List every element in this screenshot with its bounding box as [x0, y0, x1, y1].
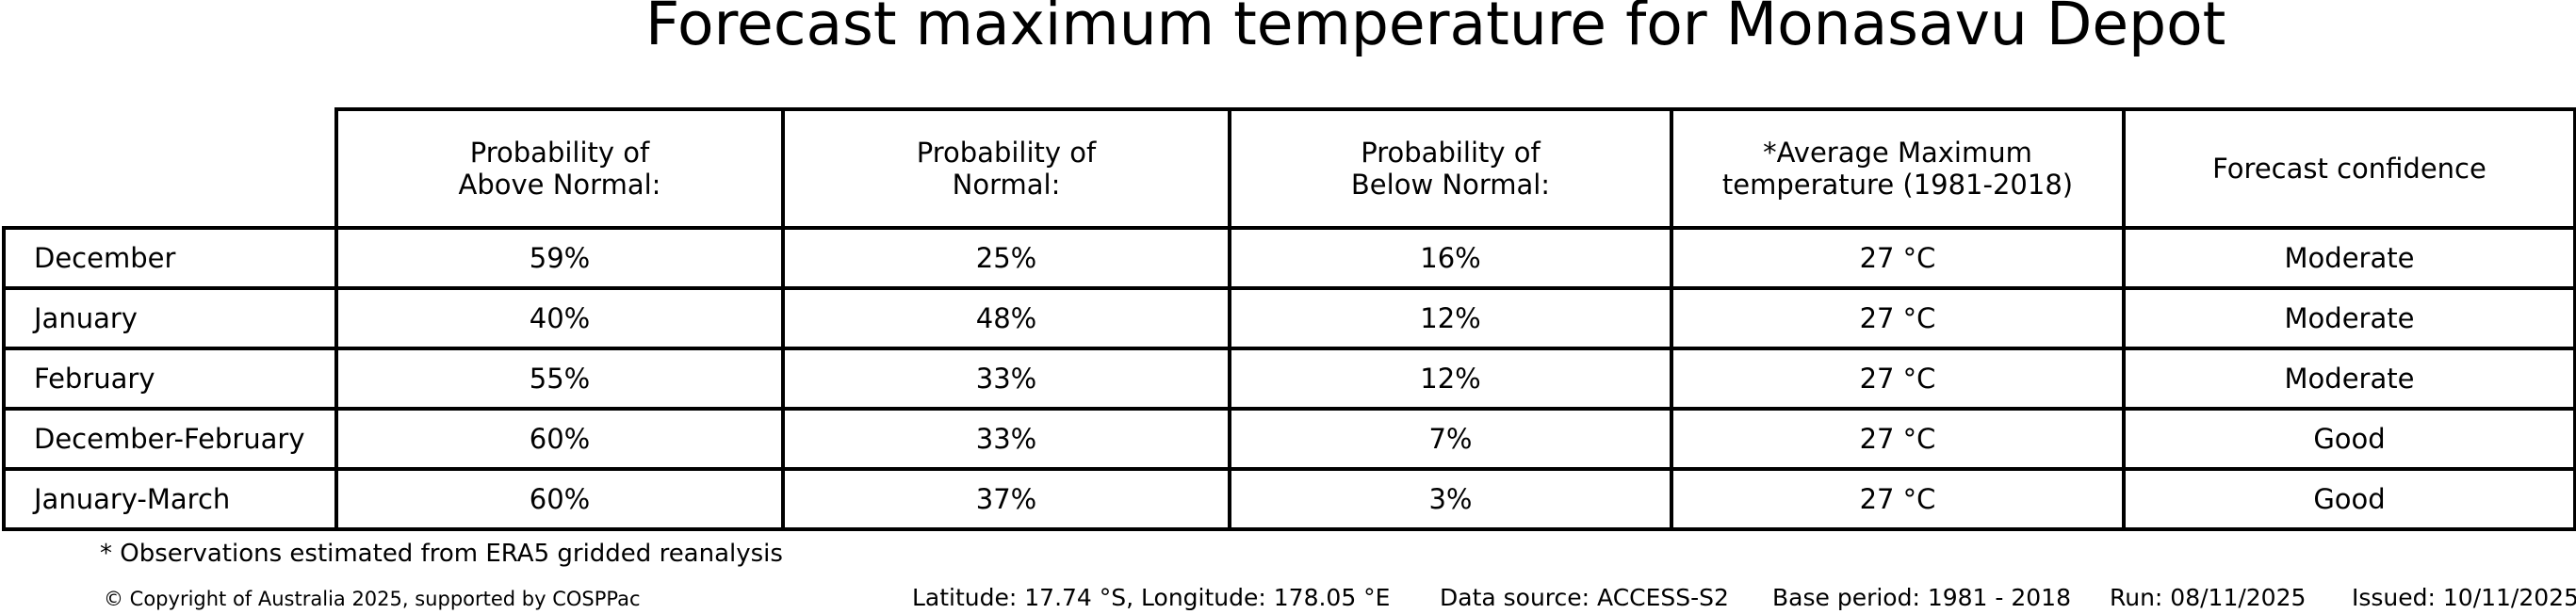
header-below-normal: Probability of Below Normal:: [1228, 107, 1673, 230]
header-above-normal: Probability of Above Normal:: [334, 107, 785, 230]
cell-above-normal: 59%: [334, 226, 785, 290]
cell-normal: 48%: [781, 286, 1231, 350]
lat-lon-text: Latitude: 17.74 °S, Longitude: 178.05 °E: [912, 584, 1391, 611]
cell-below-normal: 12%: [1228, 286, 1673, 350]
cell-normal: 37%: [781, 467, 1231, 531]
row-label: January-March: [2, 467, 338, 531]
issued-date-text: Issued: 10/11/2025: [2352, 584, 2576, 611]
cell-normal: 33%: [781, 347, 1231, 411]
row-label: February: [2, 347, 338, 411]
cell-normal: 33%: [781, 407, 1231, 471]
row-label: December: [2, 226, 338, 290]
table-row-january: January 40% 48% 12% 27 °C Moderate: [2, 286, 2576, 350]
table-row-december: December 59% 25% 16% 27 °C Moderate: [2, 226, 2576, 290]
cell-avg-max-temp: 27 °C: [1670, 226, 2126, 290]
forecast-table: Probability of Above Normal: Probability…: [2, 107, 2576, 531]
table-row-january-march: January-March 60% 37% 3% 27 °C Good: [2, 467, 2576, 531]
cell-confidence: Moderate: [2122, 286, 2576, 350]
row-label: January: [2, 286, 338, 350]
cell-below-normal: 7%: [1228, 407, 1673, 471]
header-normal: Probability of Normal:: [781, 107, 1231, 230]
cell-below-normal: 16%: [1228, 226, 1673, 290]
run-date-text: Run: 08/11/2025: [2110, 584, 2307, 611]
cell-below-normal: 12%: [1228, 347, 1673, 411]
header-avg-max-temp: *Average Maximum temperature (1981-2018): [1670, 107, 2126, 230]
data-source-text: Data source: ACCESS-S2: [1440, 584, 1729, 611]
copyright-text: © Copyright of Australia 2025, supported…: [104, 588, 641, 610]
header-forecast-confidence: Forecast confidence: [2122, 107, 2576, 230]
cell-below-normal: 3%: [1228, 467, 1673, 531]
cell-avg-max-temp: 27 °C: [1670, 407, 2126, 471]
page-title: Forecast maximum temperature for Monasav…: [645, 0, 2226, 58]
cell-avg-max-temp: 27 °C: [1670, 467, 2126, 531]
cell-confidence: Good: [2122, 467, 2576, 531]
cell-above-normal: 60%: [334, 467, 785, 531]
table-row-february: February 55% 33% 12% 27 °C Moderate: [2, 347, 2576, 411]
cell-above-normal: 40%: [334, 286, 785, 350]
cell-avg-max-temp: 27 °C: [1670, 286, 2126, 350]
cell-avg-max-temp: 27 °C: [1670, 347, 2126, 411]
cell-confidence: Moderate: [2122, 347, 2576, 411]
empty-corner-cell: [4, 109, 336, 228]
cell-normal: 25%: [781, 226, 1231, 290]
table-row-december-february: December-February 60% 33% 7% 27 °C Good: [2, 407, 2576, 471]
cell-above-normal: 60%: [334, 407, 785, 471]
era5-footnote: * Observations estimated from ERA5 gridd…: [100, 540, 783, 568]
row-label: December-February: [2, 407, 338, 471]
base-period-text: Base period: 1981 - 2018: [1772, 584, 2071, 611]
cell-above-normal: 55%: [334, 347, 785, 411]
table-header-row: Probability of Above Normal: Probability…: [4, 107, 2576, 230]
cell-confidence: Good: [2122, 407, 2576, 471]
cell-confidence: Moderate: [2122, 226, 2576, 290]
